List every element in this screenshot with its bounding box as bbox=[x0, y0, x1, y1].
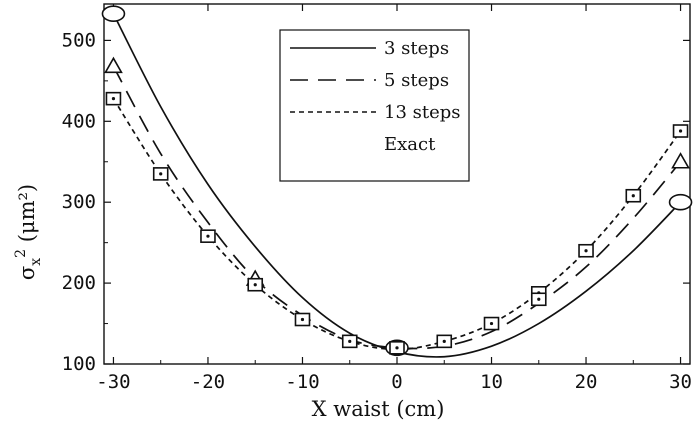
y-tick-label: 500 bbox=[62, 29, 96, 51]
exact-point bbox=[584, 249, 588, 253]
legend: 3 steps 5 steps 13 steps Exact bbox=[279, 29, 470, 182]
x-tick-label: -20 bbox=[191, 371, 225, 393]
legend-label-3-steps: 3 steps bbox=[384, 38, 449, 59]
exact-point bbox=[395, 346, 399, 350]
exact-point bbox=[537, 297, 541, 301]
exact-point bbox=[206, 234, 210, 238]
legend-label-5-steps: 5 steps bbox=[384, 70, 449, 91]
exact-point bbox=[631, 194, 635, 198]
exact-point bbox=[300, 317, 305, 322]
y-axis-label-sub: x bbox=[28, 258, 44, 266]
ellipse-marker bbox=[101, 5, 126, 23]
y-tick-label: 300 bbox=[62, 191, 96, 213]
y-tick-label: 400 bbox=[62, 110, 96, 132]
y-axis-label-main: σ bbox=[15, 266, 39, 280]
y-axis-label: σx2 (μm²) bbox=[13, 184, 44, 280]
triangle-marker bbox=[104, 56, 123, 74]
exact-point bbox=[111, 97, 116, 101]
y-axis-label-sup: 2 bbox=[13, 249, 29, 258]
x-tick-label: -30 bbox=[96, 371, 130, 393]
exact-point bbox=[442, 339, 446, 343]
legend-label-exact: Exact bbox=[384, 134, 436, 155]
exact-point bbox=[253, 283, 257, 287]
series-line-5-steps bbox=[112, 65, 682, 350]
exact-point bbox=[159, 172, 163, 176]
y-axis-label-units: (μm²) bbox=[15, 184, 39, 249]
x-tick-label: 10 bbox=[480, 371, 503, 393]
exact-point bbox=[678, 129, 683, 133]
x-tick-label: 30 bbox=[669, 371, 692, 393]
legend-box bbox=[279, 29, 470, 182]
triangle-marker bbox=[671, 152, 690, 169]
ellipse-marker bbox=[668, 193, 693, 211]
exact-point bbox=[348, 339, 352, 343]
x-tick-label: -10 bbox=[285, 371, 319, 393]
exact-point bbox=[489, 321, 494, 326]
marker-layer bbox=[101, 5, 693, 357]
x-tick-label: 0 bbox=[391, 371, 402, 393]
y-tick-label: 100 bbox=[62, 353, 96, 375]
x-axis: -30 -20 -10 0 10 20 30 bbox=[96, 4, 692, 393]
y-tick-label: 200 bbox=[62, 272, 96, 294]
y-axis: 100 200 300 400 500 bbox=[62, 29, 690, 375]
x-axis-label: X waist (cm) bbox=[312, 397, 445, 421]
legend-label-13-steps: 13 steps bbox=[384, 102, 461, 123]
x-tick-label: 20 bbox=[575, 371, 598, 393]
